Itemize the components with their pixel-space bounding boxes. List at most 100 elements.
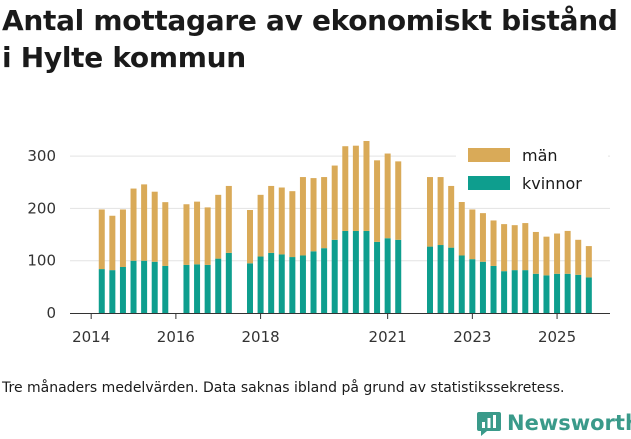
legend-label-kvinnor: kvinnor	[522, 174, 582, 193]
bar-kvinnor	[247, 263, 253, 313]
bar-kvinnor	[543, 275, 550, 313]
x-tick-label: 2018	[241, 328, 279, 346]
bar-kvinnor	[437, 245, 444, 313]
bar-man	[532, 231, 539, 274]
axes: 0 100 200 300 2014 2016 2018 2021 2023 2025	[27, 147, 610, 346]
bar-man	[257, 194, 264, 257]
y-tick-label: 0	[46, 304, 56, 322]
bar-kvinnor	[225, 252, 232, 313]
bar-kvinnor	[532, 273, 539, 313]
bar-man	[289, 191, 296, 258]
bar-man	[321, 177, 328, 249]
bar-man	[299, 177, 306, 256]
brand-name: Newsworthy	[507, 411, 631, 435]
bar-man	[585, 246, 592, 278]
bar-man	[183, 204, 190, 265]
bar-kvinnor	[268, 252, 275, 313]
bar-man	[458, 199, 465, 256]
bar-man	[98, 209, 105, 270]
x-tick-label: 2021	[369, 328, 407, 346]
legend: män kvinnor	[456, 140, 608, 202]
bar-man	[247, 209, 253, 264]
bar-kvinnor	[522, 270, 529, 313]
bar-man	[479, 213, 486, 262]
chart-caption: Tre månaders medelvärden. Data saknas ib…	[2, 380, 565, 396]
bar-kvinnor	[458, 255, 465, 313]
bar-man	[331, 165, 338, 240]
bar-man	[162, 202, 169, 266]
bar-man	[543, 236, 550, 276]
newsworthy-logo[interactable]: Newsworthy	[476, 408, 631, 438]
bar-kvinnor	[183, 264, 190, 313]
bar-man	[151, 191, 158, 262]
bar-man	[268, 185, 275, 253]
bar-kvinnor	[427, 246, 433, 313]
legend-swatch-kvinnor	[468, 176, 510, 190]
bar-kvinnor	[585, 277, 592, 313]
bar-man	[511, 225, 518, 271]
bar-man	[342, 146, 349, 231]
bar-kvinnor	[141, 260, 148, 313]
bar-kvinnor	[469, 259, 476, 313]
bar-kvinnor	[194, 264, 201, 313]
bar-man	[448, 185, 455, 248]
bar-kvinnor	[490, 265, 497, 313]
bar-kvinnor	[289, 257, 296, 313]
legend-label-man: män	[522, 146, 558, 165]
bar-kvinnor	[342, 230, 349, 313]
bar-man	[130, 188, 137, 261]
bar-kvinnor	[321, 248, 328, 313]
bar-kvinnor	[278, 254, 285, 313]
bar-man	[490, 220, 497, 266]
bar-man	[554, 233, 561, 274]
bar-man	[352, 145, 359, 231]
bar-kvinnor	[575, 274, 582, 313]
bar-kvinnor	[564, 273, 571, 313]
bar-kvinnor	[109, 270, 116, 313]
bar-kvinnor	[384, 238, 391, 313]
bar-man	[564, 230, 571, 274]
bar-kvinnor	[299, 255, 306, 313]
bar-kvinnor	[363, 230, 370, 313]
bar-kvinnor	[374, 241, 381, 313]
bar-kvinnor	[395, 239, 402, 313]
legend-swatch-man	[468, 148, 510, 162]
bar-man	[109, 215, 116, 271]
bar-man	[363, 140, 370, 231]
bar-kvinnor	[257, 256, 264, 313]
bar-man	[395, 161, 402, 240]
bar-kvinnor	[310, 251, 317, 313]
bar-man	[141, 184, 148, 261]
bar-kvinnor	[511, 270, 518, 313]
y-tick-label: 100	[27, 252, 56, 270]
bar-man	[469, 209, 476, 260]
bar-man	[215, 194, 222, 259]
y-tick-label: 300	[27, 147, 56, 165]
x-tick-label: 2023	[453, 328, 491, 346]
stacked-bar-chart: 0 100 200 300 2014 2016 2018 2021 2023 2025 män k…	[27, 140, 610, 346]
bar-man	[522, 223, 529, 271]
y-tick-label: 200	[27, 199, 56, 217]
bar-kvinnor	[162, 265, 169, 313]
bar-kvinnor	[448, 247, 455, 313]
bar-man	[384, 153, 391, 239]
bar-kvinnor	[151, 261, 158, 313]
x-tick-label: 2025	[538, 328, 576, 346]
x-tick-label: 2016	[157, 328, 195, 346]
bars	[98, 140, 592, 313]
bar-kvinnor	[501, 271, 508, 313]
chart-title: Antal mottagare av ekonomiskt bistånd i …	[2, 4, 618, 74]
bar-kvinnor	[119, 266, 126, 313]
bar-man	[204, 207, 211, 265]
bar-man	[575, 239, 582, 275]
bar-kvinnor	[352, 230, 359, 313]
bar-kvinnor	[331, 239, 338, 313]
bar-man	[374, 160, 381, 242]
bar-kvinnor	[204, 264, 211, 313]
bar-kvinnor	[215, 258, 222, 313]
bar-kvinnor	[130, 260, 137, 313]
bar-kvinnor	[479, 261, 486, 313]
bar-kvinnor	[98, 269, 105, 313]
x-tick-label: 2014	[72, 328, 110, 346]
bar-man	[501, 224, 508, 272]
